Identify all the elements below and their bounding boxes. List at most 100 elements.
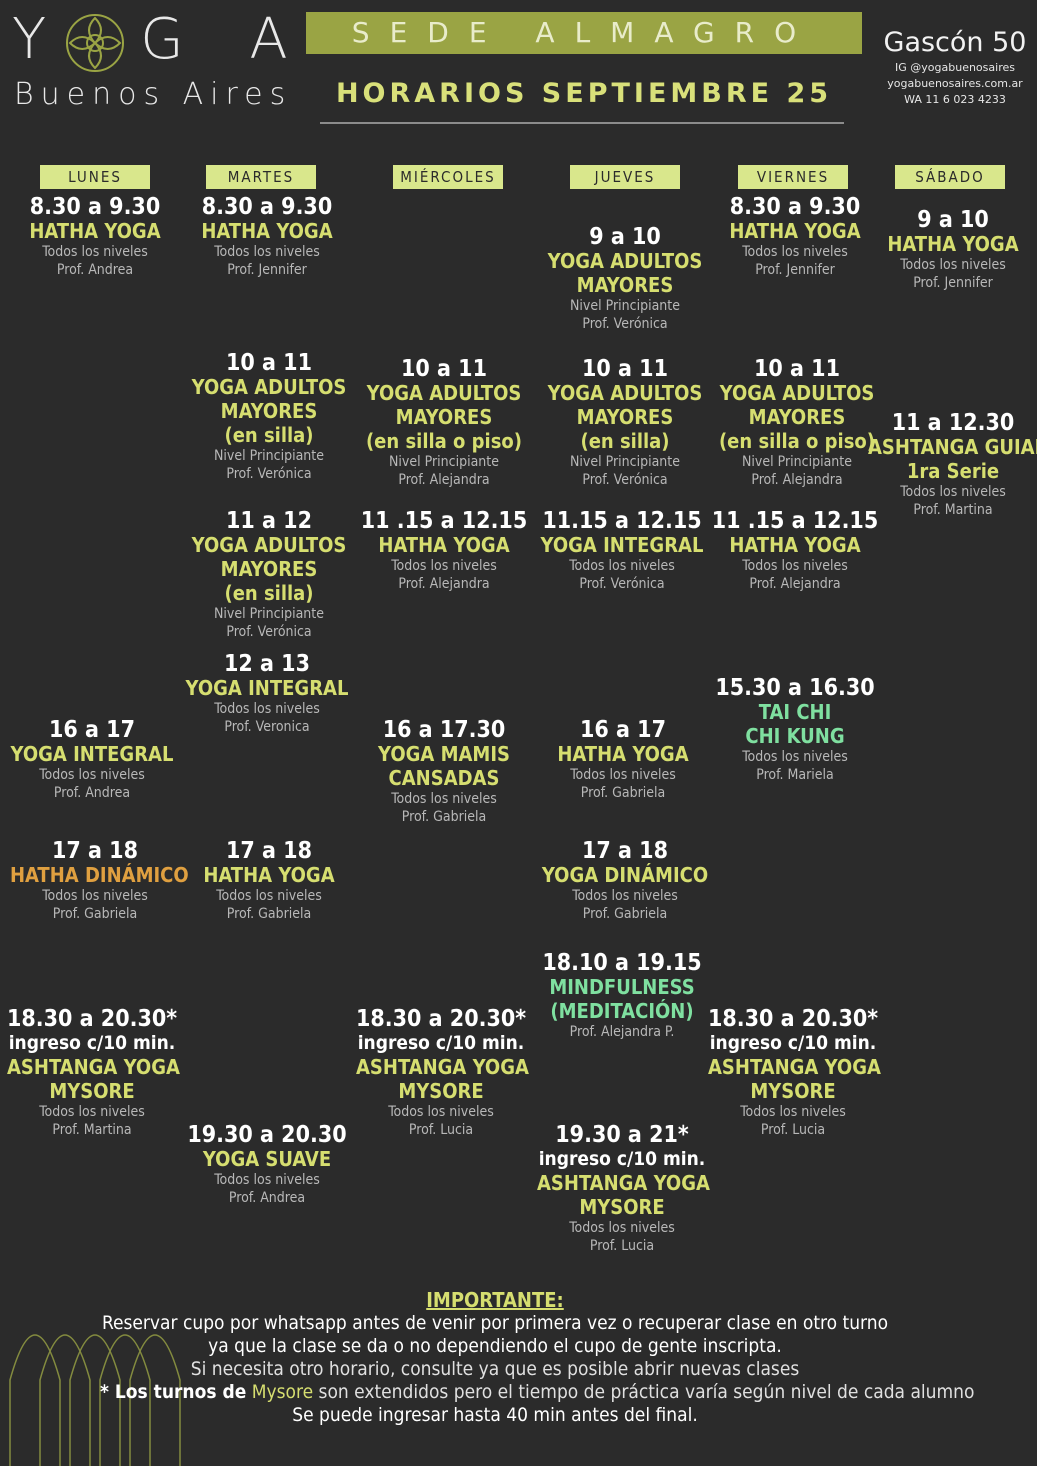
class-name: MINDFULNESS: [549, 975, 695, 999]
class-level: Todos los niveles: [214, 1172, 320, 1188]
class-name: YOGA ADULTOS: [547, 381, 703, 405]
class-level: Todos los niveles: [900, 484, 1006, 500]
class-name: ASHTANGA YOGA: [356, 1055, 529, 1079]
class-name: YOGA ADULTOS: [719, 381, 875, 405]
class-name: HATHA DINÁMICO: [10, 863, 189, 887]
class-teacher: Prof. Gabriela: [582, 906, 668, 922]
class-teacher: Prof. Martina: [913, 502, 993, 518]
class-name: (en silla): [224, 581, 314, 605]
class-time: 11 .15 a 12.15: [360, 508, 528, 534]
class-name: MYSORE: [579, 1195, 665, 1219]
class-time: 18.30 a 20.30*: [356, 1006, 527, 1032]
class-teacher: Prof. Alejandra: [749, 576, 841, 592]
class-name: YOGA ADULTOS: [366, 381, 522, 405]
class-teacher: Prof. Verónica: [582, 472, 668, 488]
class-level: Todos los niveles: [42, 244, 148, 260]
class-level: Nivel Principiante: [742, 454, 852, 470]
class-name: YOGA ADULTOS: [191, 375, 347, 399]
class-teacher: Prof. Gabriela: [52, 906, 138, 922]
day-header-sabado: SÁBADO: [895, 165, 1005, 189]
class-name: HATHA YOGA: [557, 742, 689, 766]
class-name: YOGA ADULTOS: [547, 249, 703, 273]
class-time: 9 a 10: [589, 224, 661, 250]
class-name: MAYORES: [748, 405, 846, 429]
class-entry-note: ingreso c/10 min.: [8, 1032, 176, 1054]
class-block: 18.30 a 20.30* ingreso c/10 min. ASHTANG…: [356, 1006, 529, 1139]
class-time: 12 a 13: [224, 651, 310, 677]
class-teacher: Prof. Lucia: [760, 1122, 826, 1138]
class-block: 16 a 17 HATHA YOGA Todos los niveles Pro…: [538, 718, 708, 802]
note-line: * Los turnos de Mysore son extendidos pe…: [100, 1381, 975, 1403]
class-block: 11 .15 a 12.15 HATHA YOGA Todos los nive…: [710, 509, 880, 593]
decorative-arcs: [9, 1334, 181, 1466]
class-time: 19.30 a 21*: [555, 1122, 689, 1148]
class-block: 8.30 a 9.30 HATHA YOGA Todos los niveles…: [182, 195, 352, 279]
class-block: 11 a 12.30 ASHTANGA GUIADA 1ra Serie Tod…: [868, 411, 1037, 519]
class-block: 10 a 11 YOGA ADULTOS MAYORES (en silla o…: [712, 357, 882, 489]
day-header-viernes: VIERNES: [738, 165, 848, 189]
class-name: MAYORES: [576, 273, 674, 297]
class-level: Todos los niveles: [391, 558, 497, 574]
class-teacher: Prof. Gabriela: [401, 809, 487, 825]
note-line: Reservar cupo por whatsapp antes de veni…: [101, 1312, 889, 1334]
class-teacher: Prof. Andrea: [228, 1190, 306, 1206]
class-block: 11 .15 a 12.15 HATHA YOGA Todos los nive…: [359, 509, 529, 593]
class-block: 19.30 a 20.30 YOGA SUAVE Todos los nivel…: [182, 1123, 352, 1207]
class-time: 10 a 11: [754, 356, 840, 382]
class-name: MYSORE: [750, 1079, 836, 1103]
class-name: YOGA INTEGRAL: [185, 676, 349, 700]
class-block: 18.30 a 20.30* ingreso c/10 min. ASHTANG…: [7, 1007, 180, 1139]
logo-buenos-aires: Buenos Aires: [14, 77, 293, 112]
class-level: Nivel Principiante: [570, 298, 680, 314]
class-name: MAYORES: [220, 399, 318, 423]
class-name: ASHTANGA GUIADA: [868, 435, 1037, 459]
class-time: 16 a 17.30: [382, 717, 506, 743]
class-entry-note: ingreso c/10 min.: [538, 1148, 706, 1170]
note-line: ya que la clase se da o no dependiendo e…: [208, 1335, 782, 1357]
class-name: MYSORE: [398, 1079, 484, 1103]
class-level: Todos los niveles: [569, 558, 675, 574]
class-name: MAYORES: [576, 405, 674, 429]
class-block: 19.30 a 21* ingreso c/10 min. ASHTANGA Y…: [537, 1122, 710, 1255]
class-block: 17 a 18 HATHA YOGA Todos los niveles Pro…: [184, 839, 354, 923]
day-header-lunes: LUNES: [40, 165, 150, 189]
contact-block: Gascón 50 IG @yogabuenosaires yogabuenos…: [870, 26, 1037, 108]
class-name: HATHA YOGA: [378, 533, 510, 557]
class-time: 11 a 12: [226, 508, 312, 534]
class-name: HATHA YOGA: [729, 533, 861, 557]
class-time: 9 a 10: [917, 207, 989, 233]
class-entry-note: ingreso c/10 min.: [357, 1032, 525, 1054]
class-time: 18.30 a 20.30*: [708, 1006, 879, 1032]
class-block: 16 a 17 YOGA INTEGRAL Todos los niveles …: [7, 718, 177, 802]
class-time: 10 a 11: [582, 356, 668, 382]
class-time: 8.30 a 9.30: [729, 194, 861, 220]
day-header-jueves: JUEVES: [570, 165, 680, 189]
ganesha-logo-icon: [66, 14, 124, 72]
class-time: 16 a 17: [580, 717, 666, 743]
class-level: Nivel Principiante: [389, 454, 499, 470]
class-level: Todos los niveles: [900, 257, 1006, 273]
class-teacher: Prof. Jennifer: [755, 262, 835, 278]
class-name: (MEDITACIÓN): [550, 999, 694, 1023]
class-teacher: Prof. Jennifer: [227, 262, 307, 278]
class-name: MAYORES: [220, 557, 318, 581]
class-time: 11 .15 a 12.15: [711, 508, 879, 534]
class-teacher: Prof. Andrea: [53, 785, 131, 801]
class-name: HATHA YOGA: [29, 219, 161, 243]
class-level: Todos los niveles: [742, 749, 848, 765]
class-name: (en silla o piso): [718, 429, 876, 453]
class-name: YOGA INTEGRAL: [10, 742, 174, 766]
class-level: Todos los niveles: [214, 701, 320, 717]
schedule-title: HORARIOS SEPTIEMBRE 25: [335, 78, 833, 109]
class-teacher: Prof. Lucia: [408, 1122, 474, 1138]
class-name: YOGA MAMIS: [378, 742, 510, 766]
class-block: 10 a 11 YOGA ADULTOS MAYORES (en silla) …: [184, 351, 354, 483]
class-time: 15.30 a 16.30: [715, 675, 875, 701]
class-teacher: Prof. Verónica: [579, 576, 665, 592]
class-name: MAYORES: [395, 405, 493, 429]
class-teacher: Prof. Jennifer: [913, 275, 993, 291]
class-block: 16 a 17.30 YOGA MAMIS CANSADAS Todos los…: [359, 718, 529, 826]
class-name: YOGA INTEGRAL: [540, 533, 704, 557]
class-time: 17 a 18: [582, 838, 668, 864]
